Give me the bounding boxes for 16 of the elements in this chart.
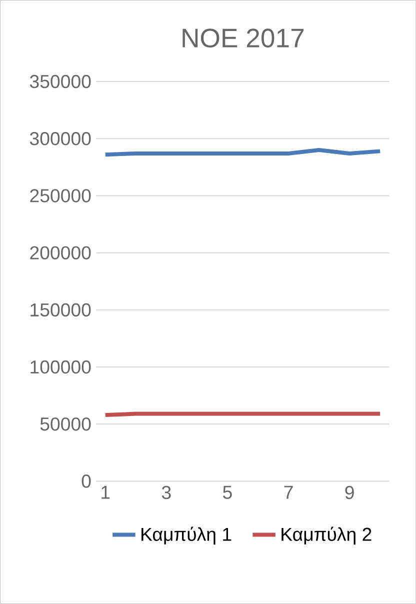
x-tick-label: 9 <box>345 486 354 500</box>
y-tick-label: 300000 <box>30 132 91 146</box>
y-tick-label: 350000 <box>30 74 91 88</box>
legend-label: Καμπύλη 1 <box>141 526 232 545</box>
y-tick-label: 200000 <box>30 246 91 260</box>
y-tick-label: 0 <box>82 474 91 488</box>
x-tick-label: 5 <box>222 486 232 499</box>
legend-label: Καμπύλη 2 <box>282 526 372 545</box>
x-tick-label: 1 <box>101 486 110 499</box>
y-tick-label: 100000 <box>30 360 91 374</box>
chart-title: NOE 2017 <box>182 28 304 48</box>
y-tick-label: 250000 <box>30 189 91 202</box>
x-tick-label: 3 <box>162 486 171 500</box>
y-tick-label: 150000 <box>30 303 91 317</box>
x-tick-label: 7 <box>284 486 293 499</box>
y-tick-label: 50000 <box>40 417 91 431</box>
